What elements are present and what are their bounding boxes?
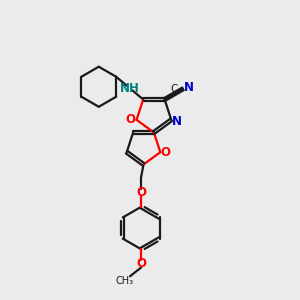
Text: O: O bbox=[136, 257, 146, 271]
Text: O: O bbox=[160, 146, 171, 159]
Text: O: O bbox=[126, 113, 136, 126]
Text: N: N bbox=[184, 81, 194, 94]
Text: C: C bbox=[170, 84, 178, 94]
Text: O: O bbox=[136, 186, 146, 199]
Text: N: N bbox=[172, 115, 182, 128]
Text: NH: NH bbox=[120, 82, 140, 95]
Text: CH₃: CH₃ bbox=[116, 276, 134, 286]
